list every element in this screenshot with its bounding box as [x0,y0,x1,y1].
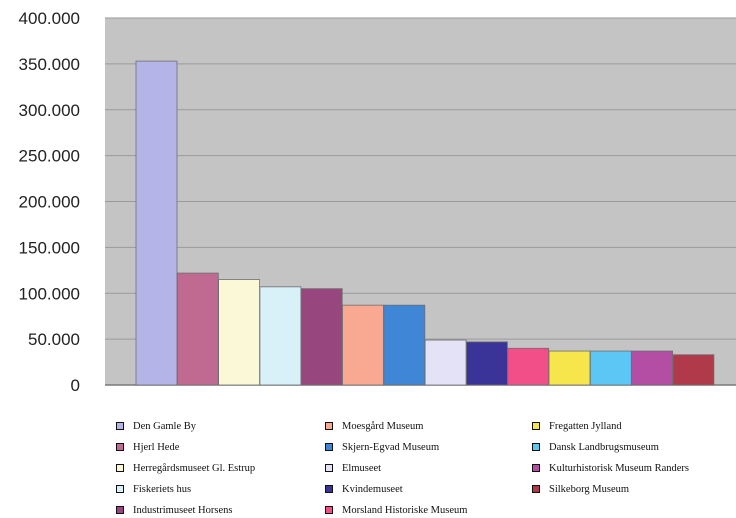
legend-item: Fiskeriets hus [116,481,191,497]
legend-swatch [325,506,333,514]
y-tick-label: 200.000 [19,193,80,212]
legend-item: Den Gamle By [116,418,196,434]
bar [300,288,343,386]
legend-swatch [532,485,540,493]
legend-item: Kulturhistorisk Museum Randers [532,460,689,476]
legend-item: Fregatten Jylland [532,418,622,434]
legend-item: Silkeborg Museum [532,481,629,497]
legend-label: Fregatten Jylland [549,420,622,432]
y-tick-label: 300.000 [19,101,80,120]
legend-swatch [325,464,333,472]
bar [135,60,178,386]
legend-swatch [325,443,333,451]
y-tick-label: 50.000 [28,330,80,349]
legend-swatch [532,464,540,472]
legend-item: Hjerl Hede [116,439,179,455]
legend-label: Morsland Historiske Museum [342,504,468,516]
bar-chart: 0 50.000 100.000 150.000 200.000 250.000 300.0… [19,9,736,395]
legend-label: Den Gamle By [133,420,196,432]
y-tick-label: 350.000 [19,55,80,74]
bar [548,350,591,386]
legend-label: Kvindemuseet [342,483,403,495]
legend-swatch [325,422,333,430]
legend-item: Moesgård Museum [325,418,423,434]
legend-item: Kvindemuseet [325,481,403,497]
bars [135,60,715,386]
legend-swatch [116,464,124,472]
legend-item: Skjern-Egvad Museum [325,439,439,455]
legend-item: Industrimuseet Horsens [116,502,232,518]
legend-item: Herregårdsmuseet Gl. Estrup [116,460,255,476]
legend-swatch [116,506,124,514]
legend-label: Silkeborg Museum [549,483,630,495]
legend-swatch [325,485,333,493]
bar [672,354,715,386]
legend-item: Morsland Historiske Museum [325,502,467,518]
y-tick-label: 0 [71,376,80,395]
legend-label: Elmuseet [342,462,382,474]
legend-label: Industrimuseet Horsens [133,504,233,516]
legend-label: Kulturhistorisk Museum Randers [549,462,689,474]
legend-swatch [532,443,540,451]
bar [218,279,261,386]
y-tick-label: 250.000 [19,147,80,166]
bar [342,304,384,386]
legend-label: Herregårdsmuseet Gl. Estrup [133,462,256,474]
bar [465,341,508,386]
bar [589,350,632,386]
legend-label: Dansk Landbrugsmuseum [549,441,659,453]
legend-label: Hjerl Hede [133,441,180,453]
legend-item: Elmuseet [325,460,381,476]
bar [383,304,426,386]
y-tick-label: 100.000 [19,284,80,303]
bar [259,286,302,386]
legend-swatch [116,485,124,493]
legend-swatch [532,422,540,430]
y-axis-ticks: 0 50.000 100.000 150.000 200.000 250.000 300.0… [19,9,80,395]
legend-item: Dansk Landbrugsmuseum [532,439,659,455]
y-tick-label: 150.000 [19,238,80,257]
y-tick-label: 400.000 [19,9,80,28]
legend-swatch [116,443,124,451]
legend-label: Fiskeriets hus [133,483,192,495]
bar [631,350,673,386]
bar [176,272,219,386]
bar [424,339,467,386]
legend-label: Skjern-Egvad Museum [342,441,440,453]
legend-swatch [116,422,124,430]
legend: Den Gamle By Hjerl Hede Herregårdsmuseet G… [0,414,736,516]
bar [507,347,550,386]
legend-label: Moesgård Museum [342,420,424,432]
